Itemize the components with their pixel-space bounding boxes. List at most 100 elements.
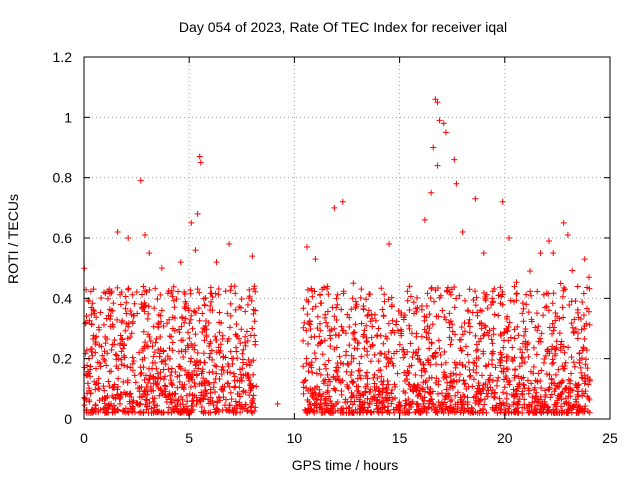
data-point — [424, 384, 431, 391]
data-point — [517, 346, 524, 353]
data-point — [346, 323, 353, 330]
data-point — [488, 336, 495, 343]
data-point — [426, 398, 433, 405]
data-point — [549, 300, 556, 307]
data-point — [412, 371, 419, 378]
data-point — [561, 400, 568, 407]
data-point — [524, 377, 531, 384]
data-point — [440, 401, 447, 408]
data-point — [478, 372, 485, 379]
data-point — [407, 293, 414, 300]
data-point — [113, 356, 120, 363]
data-point — [473, 347, 480, 354]
data-point — [374, 332, 381, 339]
data-point — [419, 395, 426, 402]
data-point — [489, 386, 496, 393]
data-point — [361, 345, 368, 352]
data-point — [250, 306, 257, 313]
data-point — [191, 346, 198, 353]
data-point — [108, 346, 115, 353]
data-point — [345, 405, 352, 412]
data-point — [538, 367, 545, 374]
data-point — [552, 317, 559, 324]
data-point — [555, 394, 562, 401]
data-point — [552, 309, 559, 316]
data-point — [503, 395, 510, 402]
data-point — [493, 404, 500, 411]
data-point — [218, 320, 225, 327]
data-point — [512, 390, 519, 397]
data-point — [559, 304, 566, 311]
data-point — [453, 295, 460, 302]
data-point — [334, 291, 341, 298]
data-point — [195, 305, 202, 312]
data-point — [87, 288, 94, 295]
data-point — [186, 335, 193, 342]
data-point — [308, 390, 315, 397]
data-point — [171, 397, 178, 404]
data-point — [511, 335, 518, 342]
data-point — [136, 388, 143, 395]
data-point — [121, 362, 128, 369]
data-point — [484, 393, 491, 400]
data-point — [540, 359, 547, 366]
data-point — [442, 359, 449, 366]
data-point — [482, 362, 489, 369]
data-point — [112, 405, 119, 412]
data-point — [368, 311, 375, 318]
data-point — [533, 351, 540, 358]
data-point — [585, 274, 592, 281]
data-point — [433, 361, 440, 368]
data-point — [349, 295, 356, 302]
data-point — [336, 353, 343, 360]
data-point — [370, 408, 377, 415]
data-point — [239, 356, 246, 363]
data-point — [117, 332, 124, 339]
data-point — [425, 356, 432, 363]
data-point — [468, 408, 475, 415]
data-point — [123, 299, 130, 306]
data-point — [250, 357, 257, 364]
data-point — [226, 324, 233, 331]
data-point — [193, 371, 200, 378]
data-point — [155, 323, 162, 330]
x-tick-label: 15 — [392, 430, 408, 446]
data-point — [368, 409, 375, 416]
data-point — [238, 295, 245, 302]
data-point — [521, 385, 528, 392]
data-point — [413, 308, 420, 315]
data-point — [504, 313, 511, 320]
data-point — [104, 295, 111, 302]
data-point — [157, 333, 164, 340]
data-point — [226, 408, 233, 415]
data-point — [144, 403, 151, 410]
data-point — [154, 296, 161, 303]
data-point — [368, 334, 375, 341]
data-point — [106, 368, 113, 375]
data-point — [525, 353, 532, 360]
grid-lines — [84, 57, 610, 419]
data-point — [118, 289, 125, 296]
data-point — [542, 352, 549, 359]
data-point — [303, 360, 310, 367]
data-point — [498, 368, 505, 375]
data-point — [459, 362, 466, 369]
data-point — [404, 297, 411, 304]
data-point — [421, 216, 428, 223]
data-point — [497, 406, 504, 413]
data-point — [574, 335, 581, 342]
data-point — [546, 371, 553, 378]
data-point — [452, 392, 459, 399]
data-point — [246, 382, 253, 389]
data-point — [237, 340, 244, 347]
data-point — [124, 363, 131, 370]
data-point — [389, 317, 396, 324]
data-point — [348, 306, 355, 313]
data-point — [429, 400, 436, 407]
data-point — [506, 403, 513, 410]
data-point — [441, 371, 448, 378]
data-point — [304, 340, 311, 347]
data-point — [534, 402, 541, 409]
data-point — [472, 195, 479, 202]
data-point — [160, 347, 167, 354]
